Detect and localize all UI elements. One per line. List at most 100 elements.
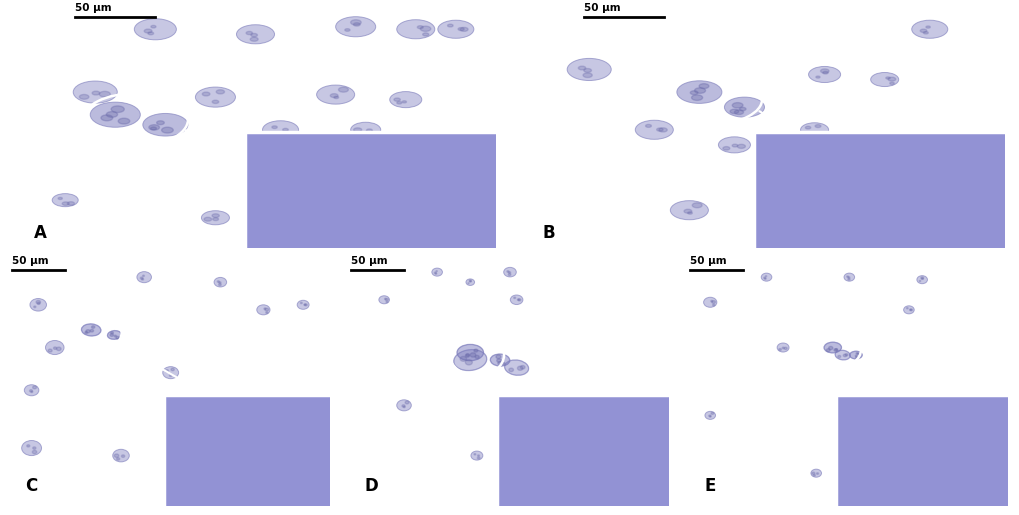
Circle shape [976,484,979,486]
Circle shape [611,465,614,467]
Circle shape [30,299,47,311]
Ellipse shape [453,350,486,370]
Circle shape [889,82,894,84]
Circle shape [442,214,453,219]
Circle shape [732,102,742,108]
Circle shape [465,359,472,365]
Circle shape [957,225,965,229]
Circle shape [169,374,172,376]
Circle shape [583,68,591,72]
Circle shape [776,343,789,352]
Circle shape [949,455,950,456]
Circle shape [497,362,502,365]
Circle shape [844,354,847,356]
Circle shape [922,31,927,34]
Circle shape [257,305,270,315]
Circle shape [461,227,467,230]
Circle shape [417,26,423,29]
Circle shape [171,368,174,371]
Circle shape [589,468,598,474]
Circle shape [815,473,818,474]
Circle shape [118,118,129,124]
Circle shape [218,406,220,408]
Ellipse shape [257,468,286,487]
Circle shape [114,335,116,337]
Bar [687,466,733,506]
Circle shape [507,273,511,276]
Circle shape [656,128,662,131]
Circle shape [90,330,94,332]
Ellipse shape [849,351,861,359]
Circle shape [116,336,119,339]
Circle shape [31,391,33,392]
Circle shape [906,307,907,309]
Circle shape [430,211,476,234]
Circle shape [510,295,523,304]
Circle shape [764,276,766,277]
Circle shape [730,109,738,114]
Circle shape [737,144,745,148]
Circle shape [217,281,219,282]
Circle shape [377,216,391,224]
Circle shape [690,91,697,95]
Circle shape [843,354,846,357]
Circle shape [344,29,350,31]
Circle shape [843,273,854,281]
Circle shape [934,476,938,479]
Circle shape [855,353,857,354]
Circle shape [458,28,464,30]
Circle shape [305,304,307,306]
Circle shape [38,302,40,304]
Text: 50 μm: 50 μm [11,256,48,266]
Circle shape [52,194,78,207]
Circle shape [495,355,500,358]
Circle shape [945,223,953,227]
Circle shape [357,132,363,135]
Circle shape [723,97,764,117]
Circle shape [800,123,827,137]
Bar [10,215,70,250]
Ellipse shape [457,345,483,360]
Circle shape [21,440,42,456]
Circle shape [316,85,355,104]
Circle shape [684,209,691,213]
Ellipse shape [490,354,510,366]
Bar [8,466,55,506]
Circle shape [73,81,117,103]
Circle shape [151,127,156,130]
Text: B: B [542,224,555,242]
Text: E: E [704,477,715,495]
Circle shape [454,222,461,225]
Circle shape [335,16,375,37]
Circle shape [36,300,41,304]
Circle shape [422,33,428,36]
Circle shape [437,20,474,38]
Circle shape [503,267,516,277]
Circle shape [143,113,187,136]
Circle shape [895,205,908,212]
Circle shape [366,129,372,132]
Circle shape [909,309,912,311]
Circle shape [517,366,523,370]
Circle shape [214,278,226,287]
Circle shape [814,125,820,128]
Circle shape [90,102,141,127]
Circle shape [219,282,221,283]
Circle shape [401,405,405,407]
Circle shape [847,277,849,278]
Circle shape [333,96,338,98]
Circle shape [466,354,469,356]
Circle shape [975,483,979,485]
Text: A: A [34,224,47,242]
Circle shape [187,481,192,484]
Circle shape [85,332,88,334]
Circle shape [812,474,814,476]
Circle shape [855,357,856,358]
Circle shape [281,132,289,136]
Circle shape [978,479,981,482]
Circle shape [262,121,299,139]
Circle shape [712,304,714,306]
Circle shape [396,101,401,104]
Text: C: C [25,477,38,495]
Circle shape [33,447,36,449]
